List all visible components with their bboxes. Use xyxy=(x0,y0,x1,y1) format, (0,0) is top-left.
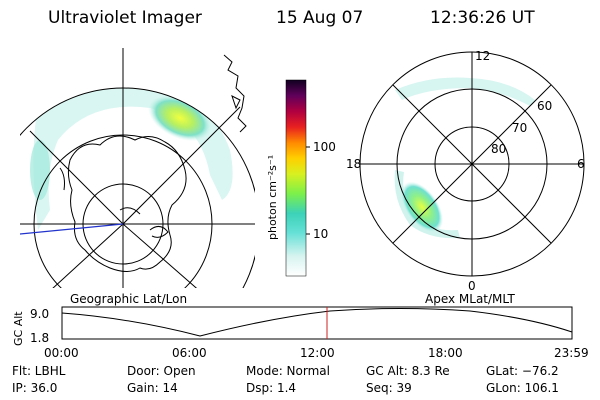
filter-info: Flt: LBHL xyxy=(12,364,66,378)
door-info: Door: Open xyxy=(127,364,196,378)
mlat-label-60: 60 xyxy=(537,99,552,113)
mode-info: Mode: Normal xyxy=(246,364,330,378)
mlt-label-18: 18 xyxy=(346,157,361,171)
seq-info: Seq: 39 xyxy=(366,381,412,395)
gain-info: Gain: 14 xyxy=(127,381,178,395)
altitude-axis-label: GC Alt xyxy=(12,311,25,346)
aurora-emission-left xyxy=(30,88,233,230)
colorbar-tick-10: 10 xyxy=(313,227,328,241)
colorbar-tick-100: 100 xyxy=(313,140,336,154)
time-label: 12:36:26 UT xyxy=(430,8,535,28)
mlt-label-6: 6 xyxy=(577,157,585,171)
time-tick-0000: 00:00 xyxy=(44,346,79,360)
time-tick-2359: 23:59 xyxy=(554,346,589,360)
right-panel-label: Apex MLat/MLT xyxy=(425,292,515,306)
time-tick-1800: 18:00 xyxy=(428,346,463,360)
date-label: 15 Aug 07 xyxy=(276,8,364,28)
glon-info: GLon: 106.1 xyxy=(486,381,559,395)
magnetic-polar-plot: 12 18 6 0 60 70 80 xyxy=(346,49,585,293)
colorbar: photon cm⁻²s⁻¹ 100 10 xyxy=(266,79,336,277)
mlt-label-0: 0 xyxy=(468,279,476,293)
glat-info: GLat: −76.2 xyxy=(486,364,559,378)
time-tick-1200: 12:00 xyxy=(300,346,335,360)
mlt-label-12: 12 xyxy=(475,49,490,63)
altitude-tick-low: 1.8 xyxy=(30,331,49,345)
dsp-info: Dsp: 1.4 xyxy=(246,381,297,395)
aurora-emission-right xyxy=(394,77,535,239)
ip-info: IP: 36.0 xyxy=(12,381,58,395)
colorbar-unit-label: photon cm⁻²s⁻¹ xyxy=(266,155,279,240)
left-panel-label: Geographic Lat/Lon xyxy=(70,292,187,306)
time-tick-0600: 06:00 xyxy=(172,346,207,360)
gc-alt-info: GC Alt: 8.3 Re xyxy=(366,364,450,378)
mlat-label-80: 80 xyxy=(491,142,506,156)
altitude-plot: GC Alt 9.0 1.8 00:00 06:00 12:00 18:00 2… xyxy=(12,306,589,360)
altitude-tick-high: 9.0 xyxy=(30,307,49,321)
geographic-map xyxy=(20,48,255,288)
mlat-label-70: 70 xyxy=(512,121,527,135)
instrument-title: Ultraviolet Imager xyxy=(48,8,202,28)
